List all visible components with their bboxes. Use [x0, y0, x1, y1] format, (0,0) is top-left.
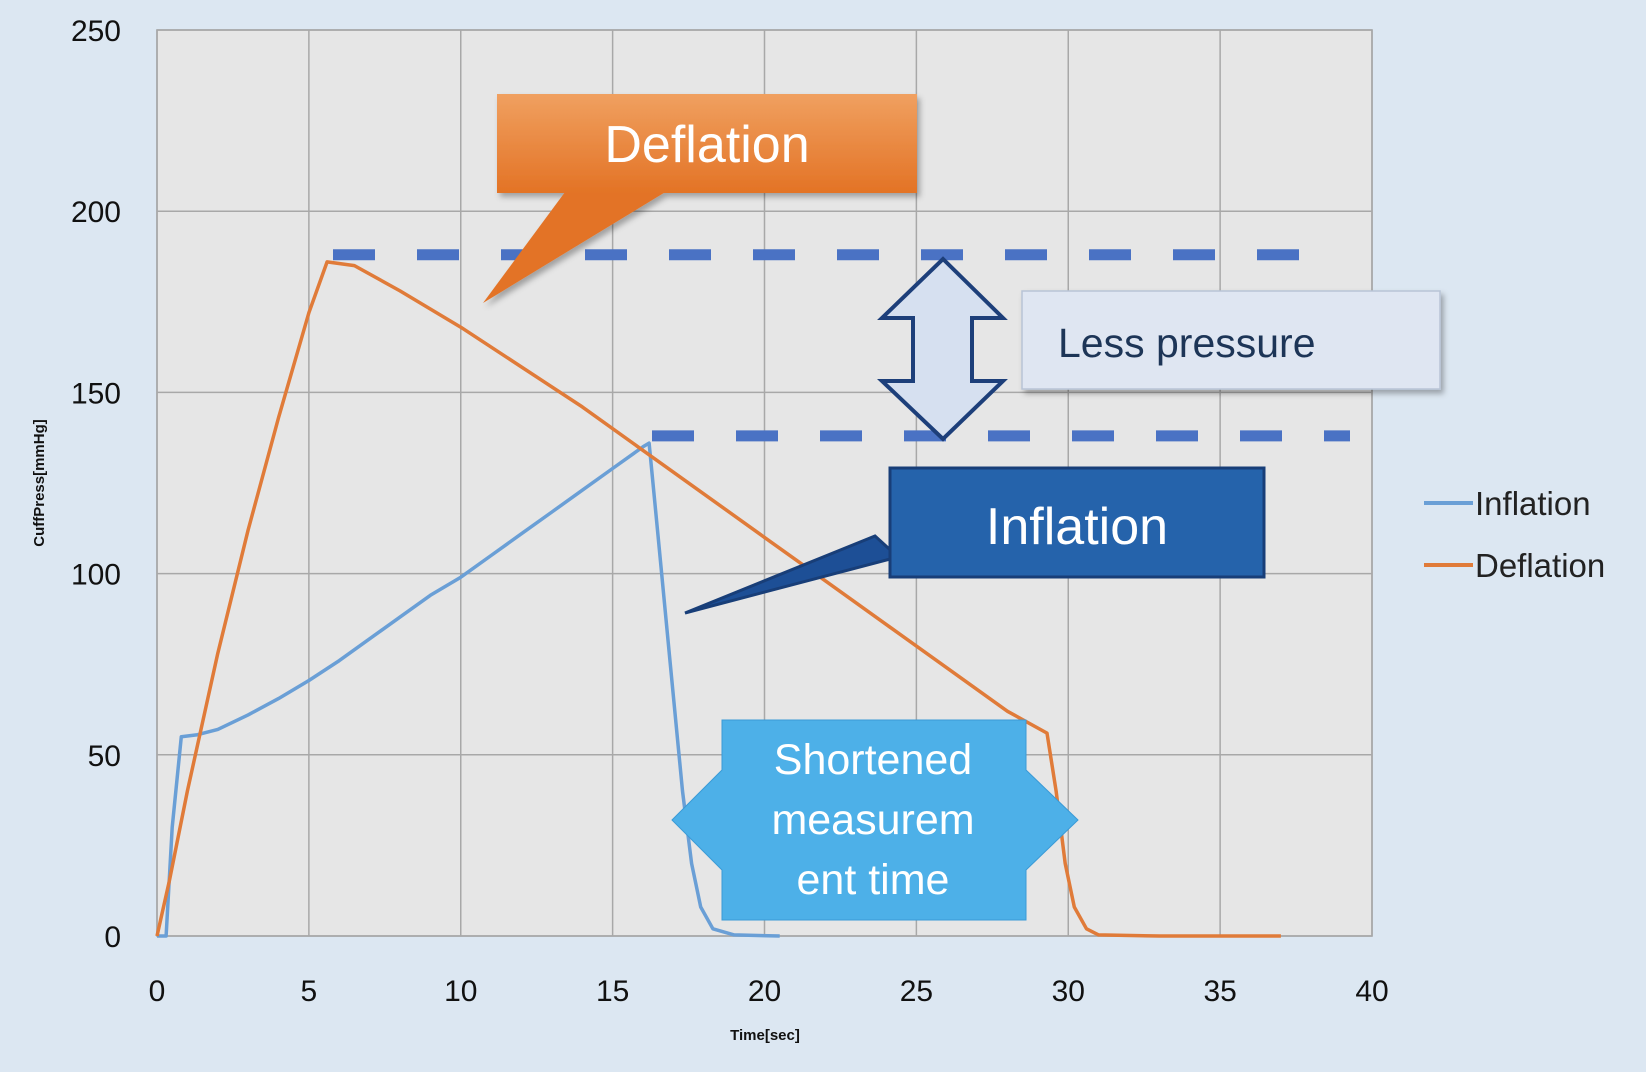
x-tick-label: 25: [900, 975, 933, 1008]
x-tick-label: 15: [596, 975, 629, 1008]
inflation-callout-label: Inflation: [986, 498, 1168, 556]
y-tick-label: 0: [104, 921, 121, 954]
x-tick-label: 20: [748, 975, 781, 1008]
x-tick-label: 30: [1052, 975, 1085, 1008]
x-tick-label: 40: [1355, 975, 1388, 1008]
less-pressure-box: [1021, 290, 1441, 390]
y-tick-label: 150: [71, 377, 121, 410]
inflation-callout-box: [888, 466, 1266, 579]
deflation-callout-label: Deflation: [604, 116, 809, 174]
deflation-callout-pointer: [483, 188, 672, 303]
deflation-callout-box: [497, 94, 917, 193]
x-tick-label: 5: [301, 975, 318, 1008]
less-pressure-label: Less pressure: [1058, 320, 1316, 366]
time-double-arrow-icon: [671, 719, 1079, 921]
x-axis-title: Time[sec]: [730, 1027, 800, 1044]
deflation-callout: [483, 94, 917, 303]
legend-label-inflation: Inflation: [1475, 485, 1591, 522]
inflation-callout: [684, 466, 1266, 615]
y-tick-label: 200: [71, 196, 121, 229]
y-tick-label: 50: [88, 740, 121, 773]
x-tick-label: 10: [444, 975, 477, 1008]
y-tick-label: 100: [71, 559, 121, 592]
time-label-line: ent time: [797, 856, 950, 904]
series-line-deflation: [155, 260, 1281, 938]
x-tick-label: 35: [1203, 975, 1236, 1008]
inflation-callout-pointer: [684, 534, 902, 615]
legend-label-deflation: Deflation: [1475, 547, 1605, 584]
y-tick-label: 250: [71, 15, 121, 48]
time-label-line: measurem: [771, 796, 974, 844]
y-axis-title: CuffPress[mmHg]: [31, 419, 48, 547]
legend: Inflation Deflation: [1424, 485, 1605, 584]
time-label-line: Shortened: [774, 736, 972, 784]
less-pressure-double-arrow-icon: [876, 256, 1008, 442]
x-tick-label: 0: [149, 975, 166, 1008]
